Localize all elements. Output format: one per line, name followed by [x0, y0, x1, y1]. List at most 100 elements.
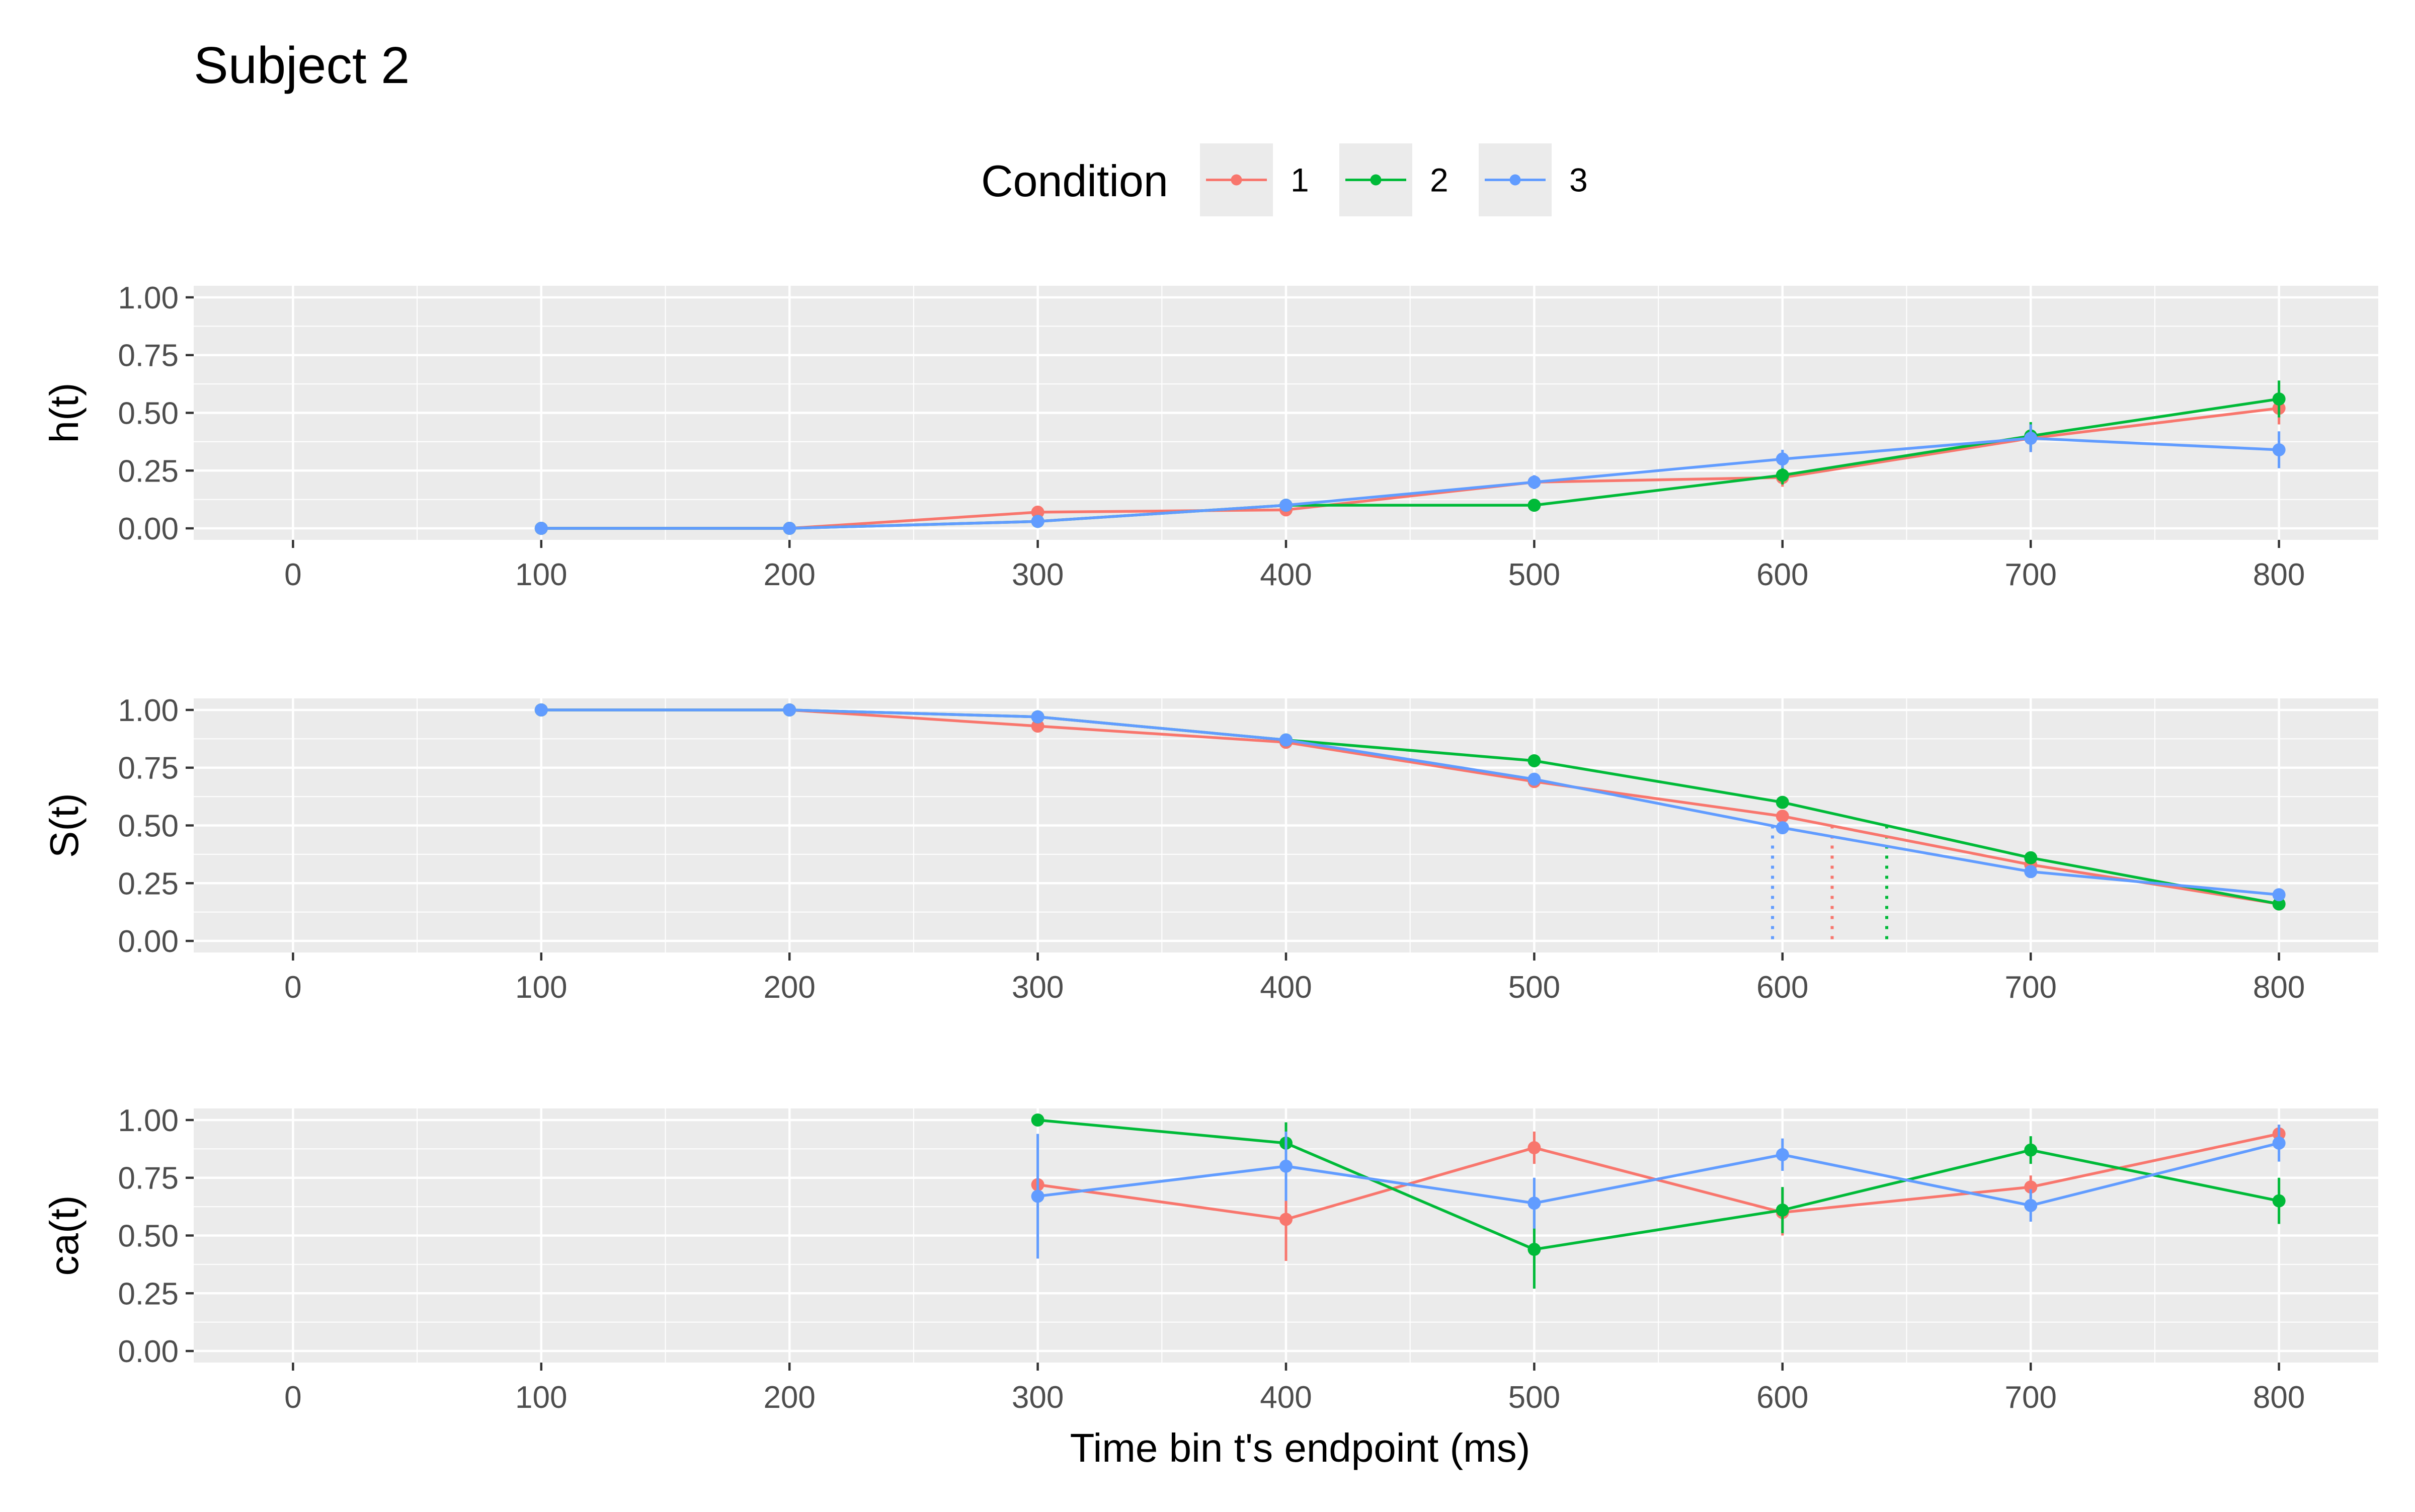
data-point: [1031, 505, 1044, 519]
x-tick-label: 0: [284, 558, 301, 592]
data-point: [1527, 1197, 1541, 1210]
panel-cat: 0.00 0.25 0.50 0.75 1.00 0 100 200 300 400 500 600 7…: [42, 1103, 2378, 1415]
x-tick-label: 700: [2005, 970, 2057, 1005]
y-tick-label: 1.00: [118, 1103, 179, 1138]
x-tick-label: 600: [1756, 558, 1808, 592]
data-point: [1776, 821, 1789, 835]
data-point: [1031, 515, 1044, 528]
data-point: [1527, 1141, 1541, 1155]
series-condition-2: [1031, 1113, 2286, 1289]
x-tick-label: 300: [1012, 970, 1064, 1005]
y-tick-label: 0.00: [118, 924, 179, 959]
data-point: [1527, 499, 1541, 512]
x-tick-label: 0: [284, 970, 301, 1005]
x-tick-label: 600: [1756, 970, 1808, 1005]
y-tick-label: 0.00: [118, 1334, 179, 1369]
data-point: [534, 703, 548, 717]
y-tick-label: 0.00: [118, 512, 179, 546]
series-line-condition-3: [1037, 1142, 2280, 1207]
series-line-condition-2: [1037, 1119, 2280, 1251]
x-tick-label: 500: [1508, 558, 1560, 592]
x-tick-label: 200: [763, 558, 815, 592]
legend-key-point-1: [1231, 174, 1242, 186]
y-axis-title-st: S(t): [42, 793, 87, 858]
x-tick-label: 100: [515, 1380, 567, 1415]
data-point: [1279, 499, 1293, 512]
y-tick-label: 0.50: [118, 1219, 179, 1254]
data-point: [2024, 1199, 2038, 1212]
data-point: [1031, 720, 1044, 733]
x-tick-label: 600: [1756, 1380, 1808, 1415]
x-tick-label: 800: [2253, 970, 2305, 1005]
legend-label-3: 3: [1569, 162, 1588, 199]
data-point: [2272, 888, 2286, 902]
series-condition-3: [1031, 1125, 2286, 1259]
legend-label-1: 1: [1291, 162, 1309, 199]
data-point: [1776, 452, 1789, 466]
legend-entry-1: 1: [1200, 143, 1309, 216]
data-point: [1527, 754, 1541, 767]
data-point: [2272, 1194, 2286, 1208]
y-tick-label: 0.25: [118, 866, 179, 901]
data-point: [1279, 1159, 1293, 1173]
x-tick-label: 800: [2253, 558, 2305, 592]
x-tick-label: 200: [763, 1380, 815, 1415]
y-tick-label: 0.25: [118, 1277, 179, 1311]
data-point: [1776, 795, 1789, 809]
y-axis-title-ht: h(t): [42, 383, 87, 443]
data-point: [1031, 1113, 1044, 1127]
series-condition-3: [534, 424, 2286, 535]
chart-title: Subject 2: [194, 36, 410, 94]
data-point: [2024, 432, 2038, 445]
x-tick-label: 400: [1260, 558, 1312, 592]
y-tick-label: 0.75: [118, 1161, 179, 1196]
data-point: [1776, 1148, 1789, 1161]
data-point: [1527, 1243, 1541, 1256]
x-tick-label: 400: [1260, 1380, 1312, 1415]
x-tick-label: 300: [1012, 1380, 1064, 1415]
data-point: [2272, 392, 2286, 406]
x-tick-label: 100: [515, 970, 567, 1005]
y-tick-label: 0.25: [118, 454, 179, 489]
data-point: [1031, 710, 1044, 724]
data-point: [1776, 468, 1789, 482]
x-tick-label: 200: [763, 970, 815, 1005]
legend-entry-2: 2: [1339, 143, 1448, 216]
y-tick-label: 0.50: [118, 809, 179, 844]
panel-ht: 0.00 0.25 0.50 0.75 1.00 0 100 200 300 400 500 600 7…: [42, 281, 2378, 592]
data-point: [2024, 865, 2038, 879]
panel-st: 0.00 0.25 0.50 0.75 1.00 0 100 200 300 400 500 600 7…: [42, 693, 2378, 1005]
legend: 1 2 3: [1200, 143, 1588, 216]
data-point: [2024, 851, 2038, 864]
legend-entry-3: 3: [1479, 143, 1588, 216]
data-point: [1279, 1213, 1293, 1226]
data-point: [534, 522, 548, 535]
series-line-condition-3: [541, 708, 2279, 896]
data-point: [2024, 1180, 2038, 1194]
legend-title: Condition: [981, 156, 1168, 206]
y-axis-title-cat: ca(t): [42, 1196, 87, 1276]
x-tick-label: 500: [1508, 1380, 1560, 1415]
x-tick-label: 100: [515, 558, 567, 592]
x-tick-label: 300: [1012, 558, 1064, 592]
legend-key-point-2: [1370, 174, 1382, 186]
y-tick-label: 1.00: [118, 693, 179, 728]
series-line-condition-3: [541, 437, 2279, 530]
y-tick-label: 0.75: [118, 751, 179, 786]
x-tick-label: 700: [2005, 1380, 2057, 1415]
series-condition-3: [534, 703, 2286, 902]
y-tick-label: 1.00: [118, 281, 179, 315]
data-point: [2024, 1143, 2038, 1157]
series-line-condition-1: [541, 708, 2280, 906]
y-tick-label: 0.75: [118, 339, 179, 373]
data-point: [2272, 443, 2286, 456]
legend-key-point-3: [1509, 174, 1521, 186]
data-point: [1527, 475, 1541, 489]
data-point: [1279, 733, 1293, 747]
data-point: [1776, 810, 1789, 823]
x-axis-title: Time bin t's endpoint (ms): [1070, 1425, 1531, 1470]
x-tick-label: 800: [2253, 1380, 2305, 1415]
x-tick-label: 700: [2005, 558, 2057, 592]
x-tick-label: 400: [1260, 970, 1312, 1005]
